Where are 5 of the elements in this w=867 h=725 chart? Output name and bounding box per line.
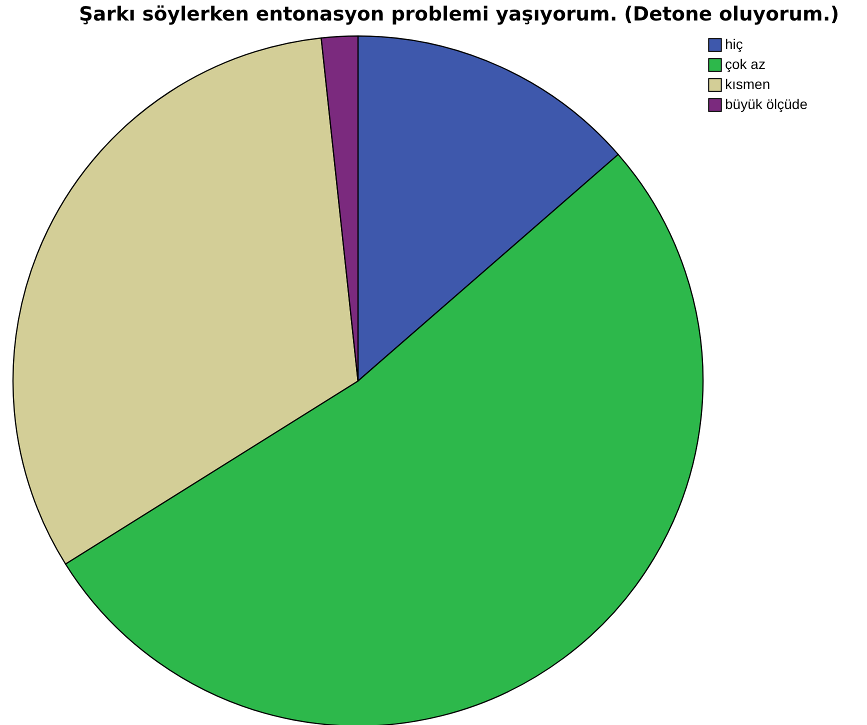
chart-title: Şarkı söylerken entonasyon problemi yaşıyorum. (Detone oluyorum.) xyxy=(79,2,840,26)
legend-label: kısmen xyxy=(725,76,770,92)
legend-label: hiç xyxy=(725,36,743,52)
legend-label: çok az xyxy=(725,56,766,72)
legend-label: büyük ölçüde xyxy=(725,96,808,112)
